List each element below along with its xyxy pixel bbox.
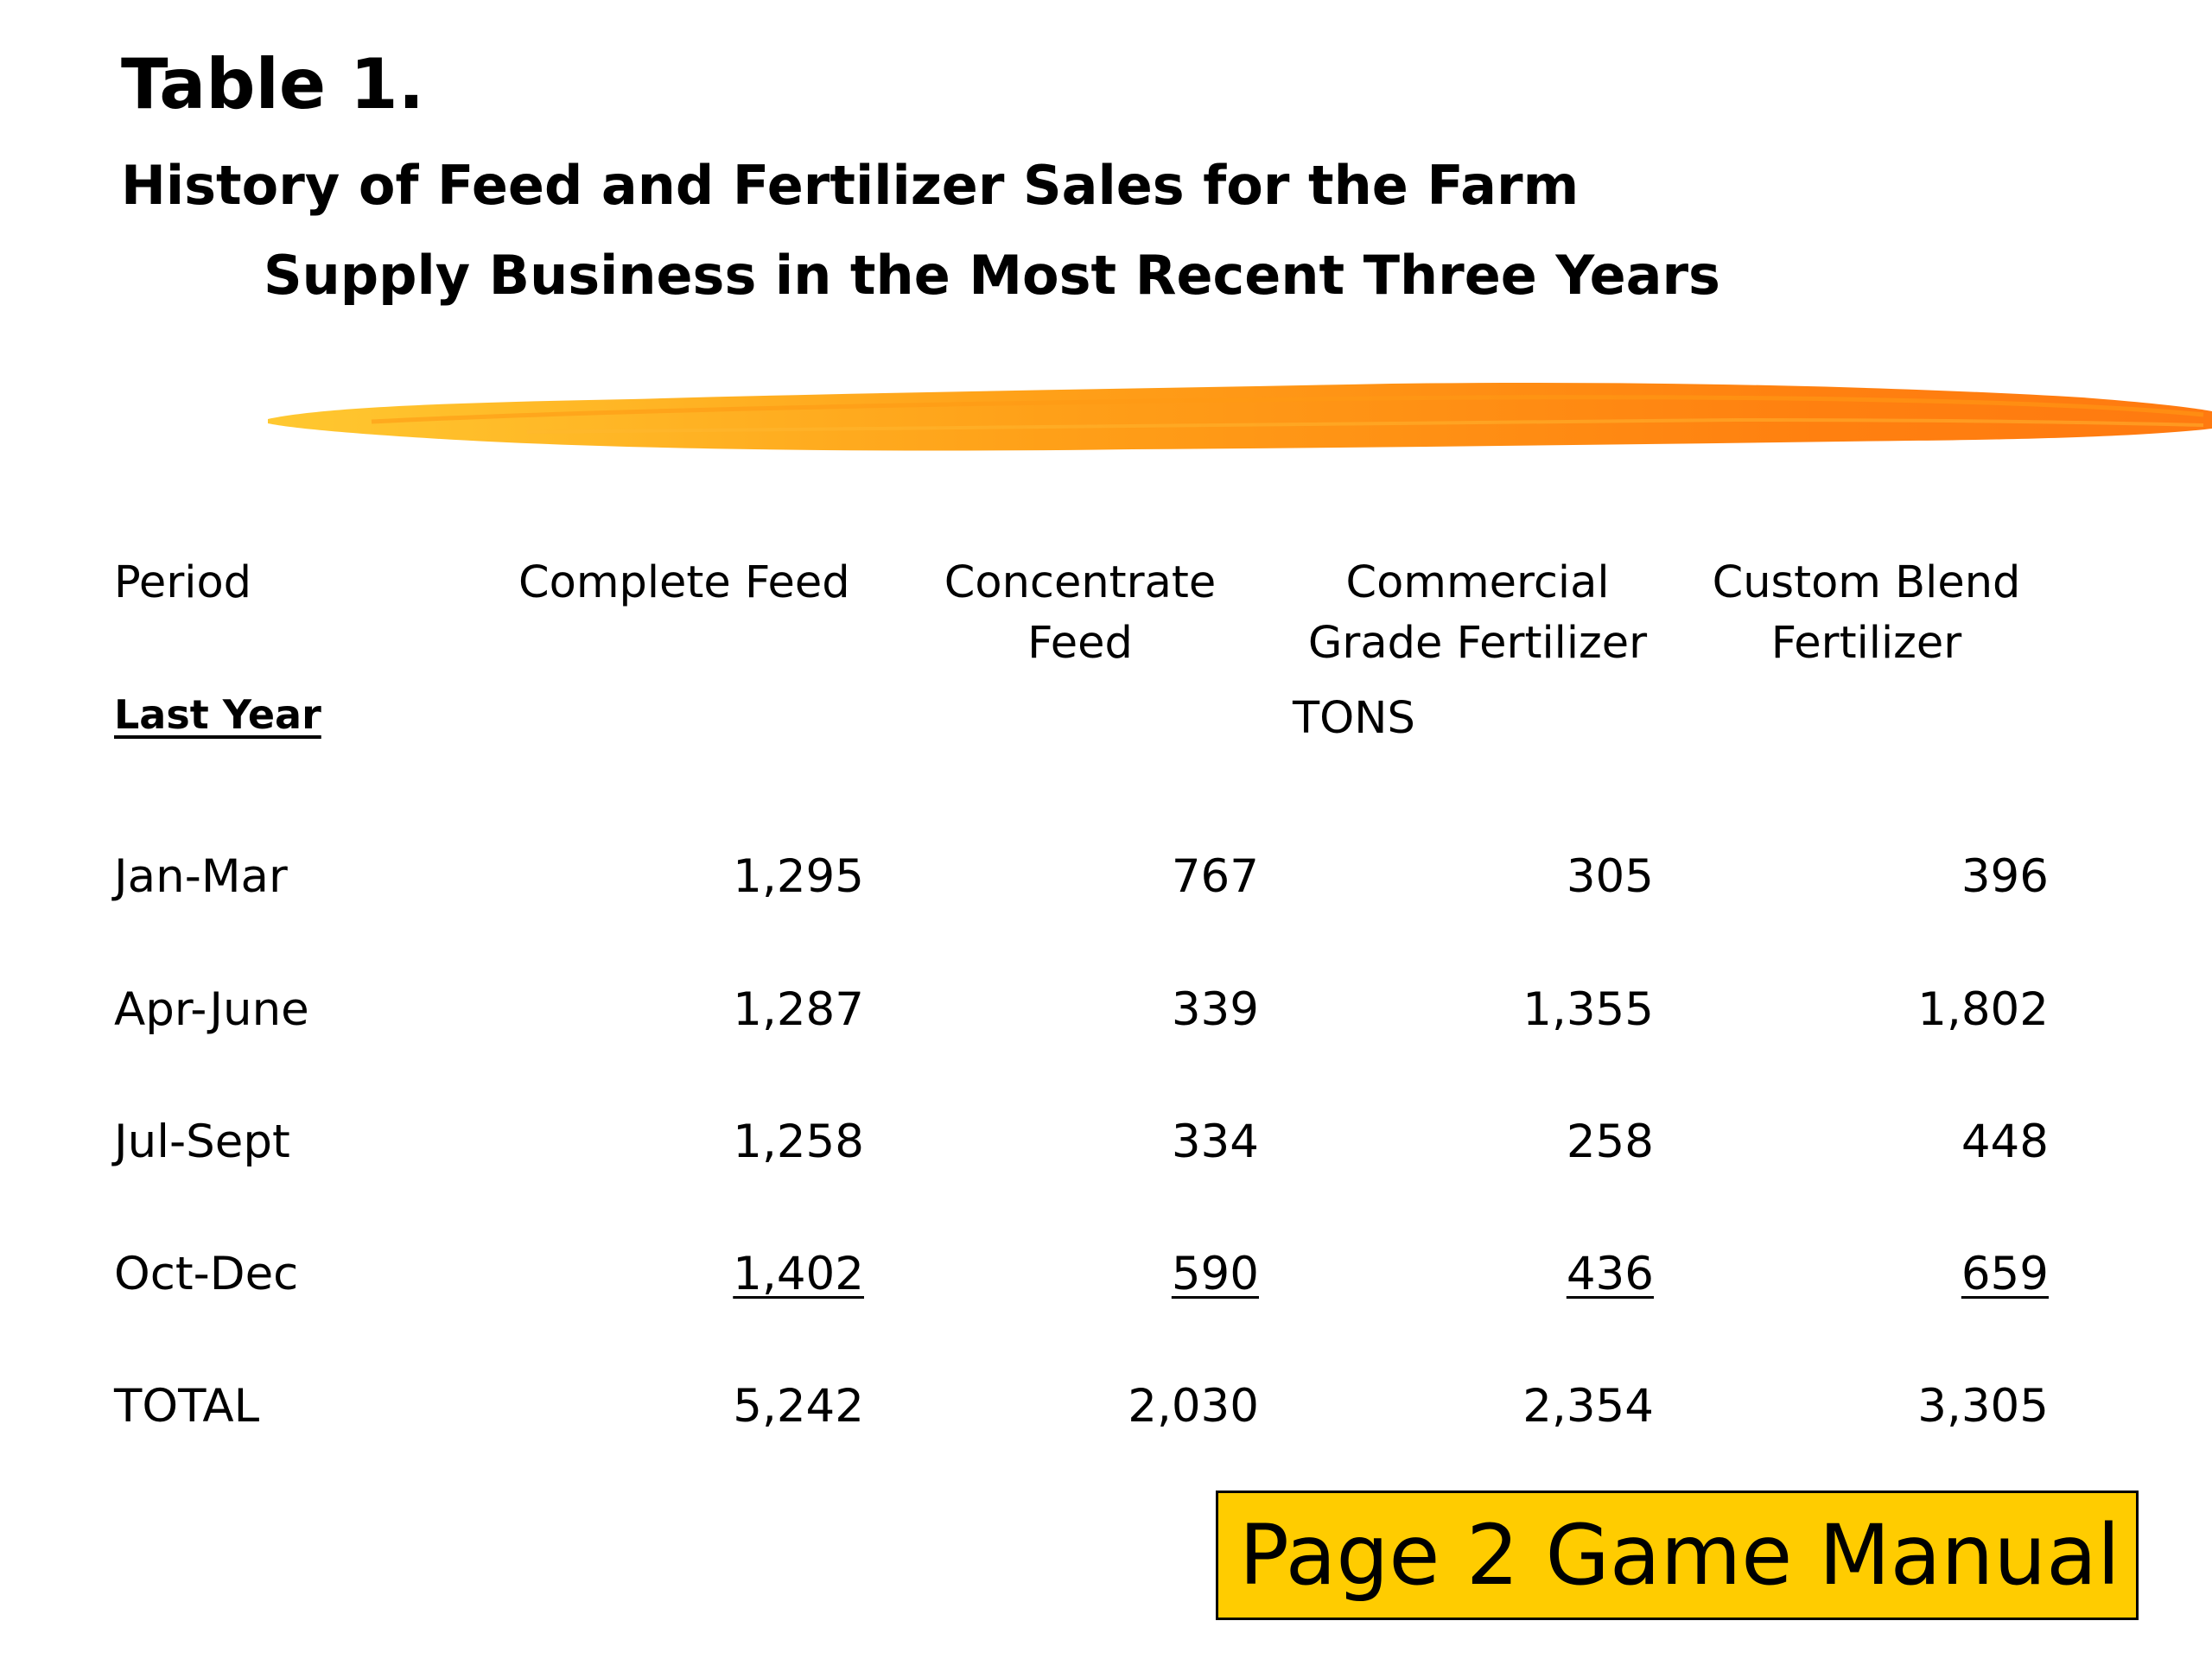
cell-commercial-fertilizer-value: 436 <box>1566 1248 1654 1300</box>
cell-commercial-fertilizer-total: 2,354 <box>1522 1380 1654 1433</box>
cell-custom-blend-total: 3,305 <box>1917 1380 2049 1433</box>
header-concentrate-feed-line2: Feed <box>1027 618 1133 669</box>
cell-complete-feed: 1,287 <box>733 983 864 1036</box>
table-subtitle-line1: History of Feed and Fertilizer Sales for… <box>121 154 1580 217</box>
orange-brush-stroke <box>268 382 2212 451</box>
page-badge: Page 2 Game Manual <box>1216 1491 2139 1620</box>
cell-concentrate-feed: 334 <box>1171 1116 1259 1168</box>
cell-concentrate-feed: 590 <box>1000 1251 1259 1297</box>
header-custom-blend-line1: Custom Blend <box>1712 557 2021 608</box>
cell-complete-feed: 1,258 <box>733 1116 864 1168</box>
row-period-total: TOTAL <box>114 1380 260 1433</box>
page-badge-text: Page 2 Game Manual <box>1239 1507 2120 1604</box>
cell-custom-blend: 448 <box>1961 1116 2049 1168</box>
header-period: Period <box>114 557 252 608</box>
cell-custom-blend: 396 <box>1961 850 2049 903</box>
row-period: Jul-Sept <box>114 1116 290 1168</box>
cell-concentrate-feed-value: 590 <box>1171 1248 1259 1300</box>
cell-commercial-fertilizer: 1,355 <box>1522 983 1654 1036</box>
header-concentrate-feed-line1: Concentrate <box>944 557 1217 608</box>
table-subtitle-line2: Supply Business in the Most Recent Three… <box>264 244 1720 307</box>
cell-commercial-fertilizer: 436 <box>1395 1251 1654 1297</box>
header-complete-feed: Complete Feed <box>518 557 850 608</box>
cell-concentrate-feed: 339 <box>1171 983 1259 1036</box>
cell-custom-blend: 659 <box>1789 1251 2049 1297</box>
row-period: Apr-June <box>114 983 309 1036</box>
section-label-last-year: Last Year <box>114 691 321 738</box>
row-period: Jan-Mar <box>114 850 288 903</box>
cell-custom-blend-value: 659 <box>1961 1248 2049 1300</box>
units-label: TONS <box>1293 693 1415 744</box>
row-period: Oct-Dec <box>114 1248 299 1300</box>
cell-complete-feed-value: 1,402 <box>733 1248 864 1300</box>
cell-complete-feed: 1,402 <box>605 1251 864 1297</box>
cell-complete-feed: 1,295 <box>733 850 864 903</box>
cell-custom-blend: 1,802 <box>1917 983 2049 1036</box>
header-commercial-fertilizer-line1: Commercial <box>1345 557 1610 608</box>
header-custom-blend-line2: Fertilizer <box>1770 618 1962 669</box>
cell-concentrate-feed-total: 2,030 <box>1128 1380 1259 1433</box>
cell-commercial-fertilizer: 305 <box>1566 850 1654 903</box>
table-title: Table 1. <box>121 44 425 124</box>
cell-concentrate-feed: 767 <box>1171 850 1259 903</box>
cell-complete-feed-total: 5,242 <box>733 1380 864 1433</box>
cell-commercial-fertilizer: 258 <box>1566 1116 1654 1168</box>
header-commercial-fertilizer-line2: Grade Fertilizer <box>1307 618 1648 669</box>
